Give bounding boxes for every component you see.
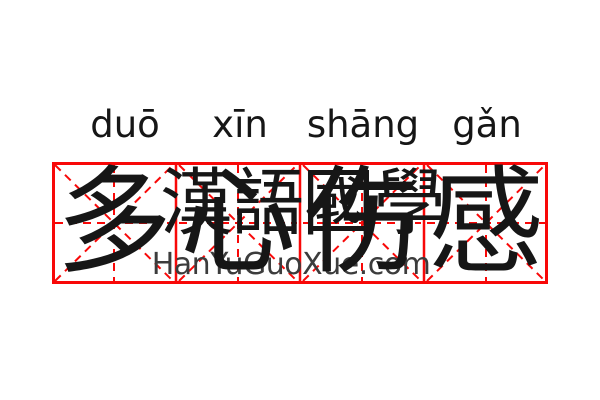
pinyin-syllable-xin: xīn [212,103,268,146]
pinyin-syllable-gan: gǎn [452,103,522,146]
watermark-hanzi: 漢語國學 [160,161,446,246]
pinyin-syllable-shang: shāng [306,103,420,146]
watermark-url: HanYuGuoXue.com [151,247,431,282]
pinyin-row: duō xīn shāng gǎn [0,0,600,160]
pinyin-syllable-duo: duō [90,103,160,146]
tianzige-grid-lines [52,162,548,284]
